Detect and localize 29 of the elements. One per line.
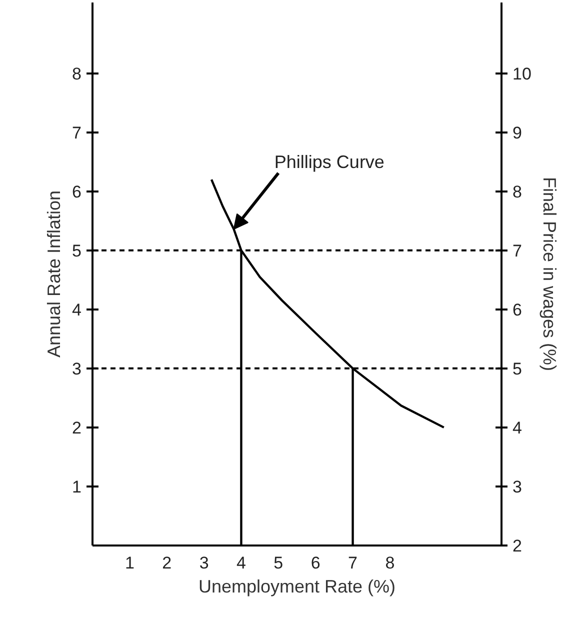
x-tick-label: 7 <box>348 554 358 572</box>
y2-tick-label: 6 <box>512 300 522 320</box>
x-tick-label: 4 <box>236 554 246 572</box>
x-axis-title: Unemployment Rate (%) <box>198 576 396 596</box>
x-tick-label: 1 <box>124 554 134 572</box>
y-tick-label: 7 <box>72 123 82 142</box>
y2-tick-label: 5 <box>512 359 522 378</box>
y2-tick-label: 10 <box>512 64 532 84</box>
x-tick-label: 3 <box>199 554 209 572</box>
y-tick-label: 3 <box>72 359 82 378</box>
y2-tick-label: 3 <box>512 477 522 496</box>
x-tick-label: 5 <box>274 554 284 572</box>
y2-tick-label: 7 <box>512 241 522 260</box>
y2-tick-label: 8 <box>512 182 522 202</box>
y2-tick-label: 4 <box>512 418 522 438</box>
y2-tick-label: 9 <box>512 123 522 142</box>
y2-axis-title: Final Price in wages (%) <box>539 176 560 372</box>
y-tick-label: 6 <box>72 182 82 202</box>
annotation: Phillips Curve <box>274 152 384 172</box>
x-tick-label: 2 <box>162 554 172 572</box>
y-tick-label: 8 <box>72 64 82 84</box>
y-tick-label: 1 <box>72 477 82 496</box>
y2-tick-label: 2 <box>512 536 522 556</box>
y-axis-title: Annual Rate Inflation <box>44 190 64 358</box>
x-tick-label: 8 <box>385 554 395 572</box>
x-tick-label: 6 <box>310 554 320 572</box>
y-tick-label: 5 <box>72 241 82 260</box>
y-tick-label: 4 <box>72 300 82 320</box>
y-tick-label: 2 <box>72 418 82 438</box>
